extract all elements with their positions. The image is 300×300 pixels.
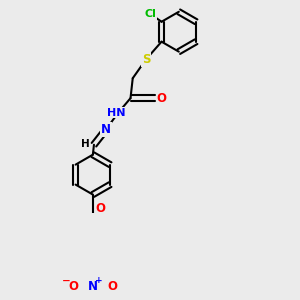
Text: −: − [62, 276, 70, 286]
Text: S: S [142, 53, 150, 66]
Text: N: N [88, 280, 98, 293]
Text: H: H [81, 139, 89, 148]
Text: O: O [157, 92, 166, 105]
Text: O: O [68, 280, 78, 293]
Text: N: N [101, 123, 111, 136]
Text: O: O [96, 202, 106, 215]
Text: Cl: Cl [145, 9, 156, 19]
Text: +: + [94, 276, 102, 285]
Text: HN: HN [107, 108, 125, 118]
Text: O: O [108, 280, 118, 293]
